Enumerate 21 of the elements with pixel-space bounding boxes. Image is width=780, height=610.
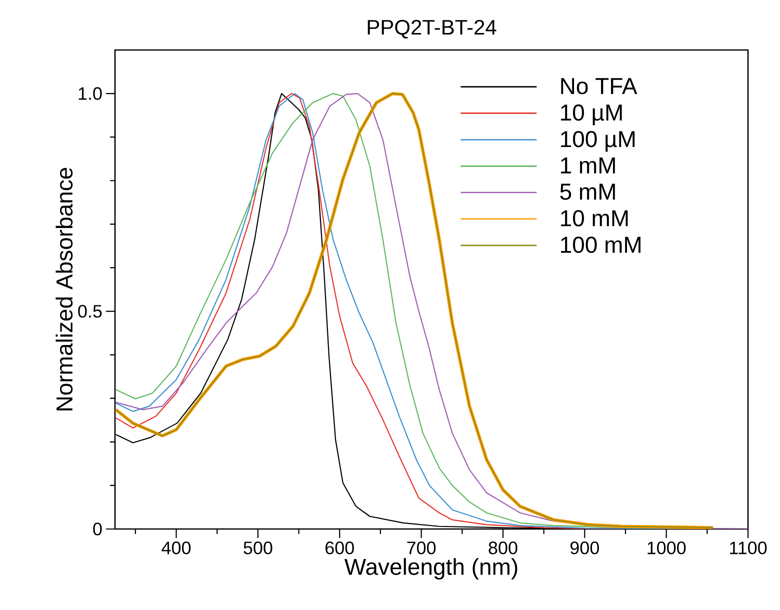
legend-label: 100 mM bbox=[561, 236, 640, 253]
legend-label: 1 mM bbox=[561, 158, 615, 174]
legend-label: 10 mM bbox=[561, 210, 628, 226]
legend-label: 10 µM bbox=[561, 104, 622, 126]
x-tick-label: 400 bbox=[162, 542, 191, 554]
x-tick-label: 600 bbox=[326, 542, 354, 554]
x-tick-label: 1100 bbox=[730, 542, 767, 554]
y-axis-title: Normalized Absorbance bbox=[56, 168, 73, 410]
x-tick-label: 800 bbox=[488, 542, 518, 554]
legend-label: 100 µM bbox=[561, 130, 635, 152]
y-tick-label: 0.5 bbox=[78, 304, 102, 318]
y-tick-label: 0 bbox=[93, 522, 102, 536]
x-axis-title: Wavelength (nm) bbox=[344, 558, 518, 580]
legend-label: 5 mM bbox=[560, 184, 615, 200]
x-tick-label: 500 bbox=[244, 542, 272, 554]
y-tick-label: 1.0 bbox=[78, 87, 102, 100]
x-tick-label: 1000 bbox=[648, 542, 686, 554]
x-tick-label: 700 bbox=[407, 542, 436, 554]
chart-title: PPQ2T-BT-24 bbox=[368, 20, 496, 38]
x-tick-label: 900 bbox=[570, 542, 599, 554]
legend-label: No TFA bbox=[561, 78, 638, 94]
